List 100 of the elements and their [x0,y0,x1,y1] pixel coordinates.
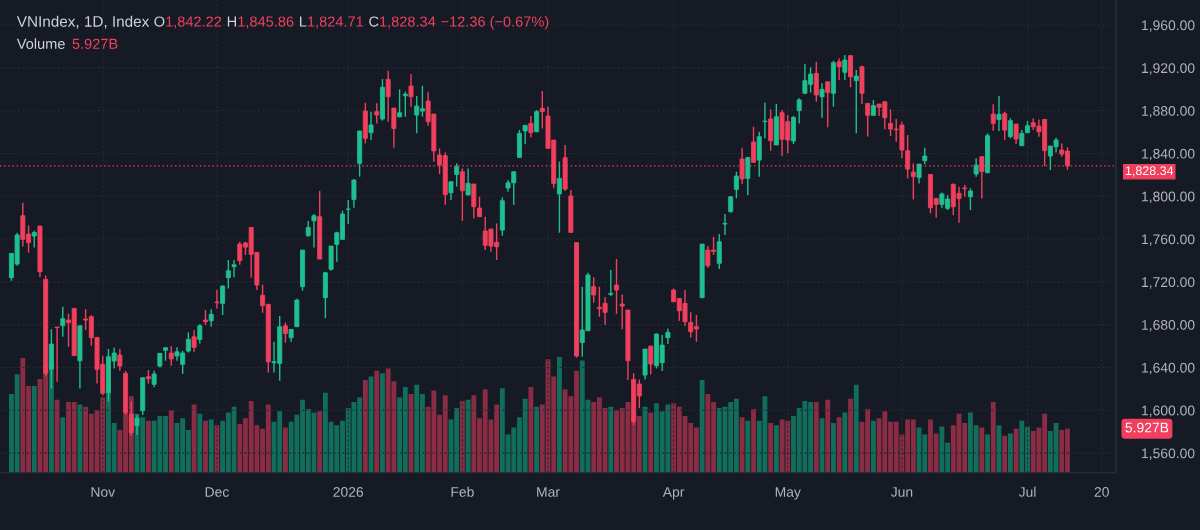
bar [836,417,842,473]
candlestick [796,97,802,125]
candlestick [345,199,351,225]
y-tick-label: 1,960.00 [1142,20,1195,32]
candlestick [751,126,756,164]
candlestick [477,195,482,218]
candlestick [351,178,357,209]
candlestick [168,345,174,367]
y-tick-label: 1,560.00 [1142,448,1195,460]
bar [990,402,996,473]
candlestick [54,326,60,383]
candlestick [996,95,1002,132]
bar [739,417,745,473]
candlestick [614,258,619,315]
bar [380,373,385,473]
candlestick [1007,117,1013,140]
candlestick [282,321,288,344]
candlestick [214,289,220,310]
bar [979,427,985,473]
y-tick-label: 1,880.00 [1142,105,1195,118]
candlestick [534,109,540,133]
candlestick [848,54,854,89]
annotation: L1,824.71 [300,16,363,29]
candlestick [556,160,562,234]
annotation: 5.927B [72,38,118,49]
x-tick-label: Jun [890,487,913,497]
x-tick-label: Mar [537,487,560,497]
bar [831,422,836,473]
bar [813,402,819,473]
candlestick [225,259,231,290]
bar [1002,435,1008,473]
annotation: C1,828.34 [369,16,436,29]
bar [459,400,465,473]
candlestick [1002,111,1008,141]
candlestick [648,345,654,376]
candlestick [768,108,774,152]
candlestick [60,305,66,338]
candlestick [465,167,471,196]
bar [534,406,540,473]
bar [768,422,774,473]
bar [54,399,60,473]
bar [985,434,990,473]
annotation: H1,845.86 [227,16,294,29]
candlestick [1013,123,1019,145]
candlestick [608,269,614,297]
candlestick [591,276,597,304]
candlestick [762,101,768,140]
bar [648,412,654,473]
candlestick [745,156,751,196]
candlestick [454,162,460,188]
candlestick [916,163,922,185]
candlestick [391,107,397,149]
candlestick [865,102,871,138]
candlestick [825,81,831,129]
bar [60,417,66,473]
candlestick [722,213,728,236]
bar [197,413,203,473]
bar [208,419,214,473]
annotation: −12.36 (−0.67%) [441,15,549,30]
candlestick [853,69,859,135]
bar [203,420,208,473]
bar [374,370,380,473]
candlestick [528,115,534,139]
candlestick [791,115,796,145]
bar [31,385,37,473]
bar [699,380,705,473]
candlestick [967,187,973,211]
bar [848,398,853,473]
x-tick-label: Nov [91,487,116,497]
y-tick-label: 1,640.00 [1142,362,1195,375]
x-tick-label: May [775,487,801,500]
bar [853,384,859,473]
candlestick [471,183,477,220]
y-tick-label: 1,680.00 [1142,320,1195,332]
candlestick [385,70,391,123]
bar [842,412,848,473]
bar [191,404,197,473]
candlestick [231,259,237,279]
x-tick-label: 2026 [333,487,364,497]
candlestick [368,111,374,141]
candlestick [522,124,528,146]
candlestick [117,348,123,372]
bar [77,404,83,473]
bar [168,410,174,473]
candlestick [842,54,848,81]
bar [1007,433,1013,473]
candlestick [197,323,203,345]
annotation: Volume [16,38,65,49]
bar [557,356,562,473]
candlestick [819,82,825,119]
candlestick [813,61,819,103]
x-tick-label: Feb [451,486,474,497]
candlestick [191,329,197,353]
bar [751,409,756,473]
annotation: O1,842.22 [154,16,222,29]
x-tick-label: 20 [1094,487,1109,497]
candlestick [733,171,739,200]
candlestick [990,103,996,132]
candlestick [836,57,842,81]
bar [317,411,323,473]
